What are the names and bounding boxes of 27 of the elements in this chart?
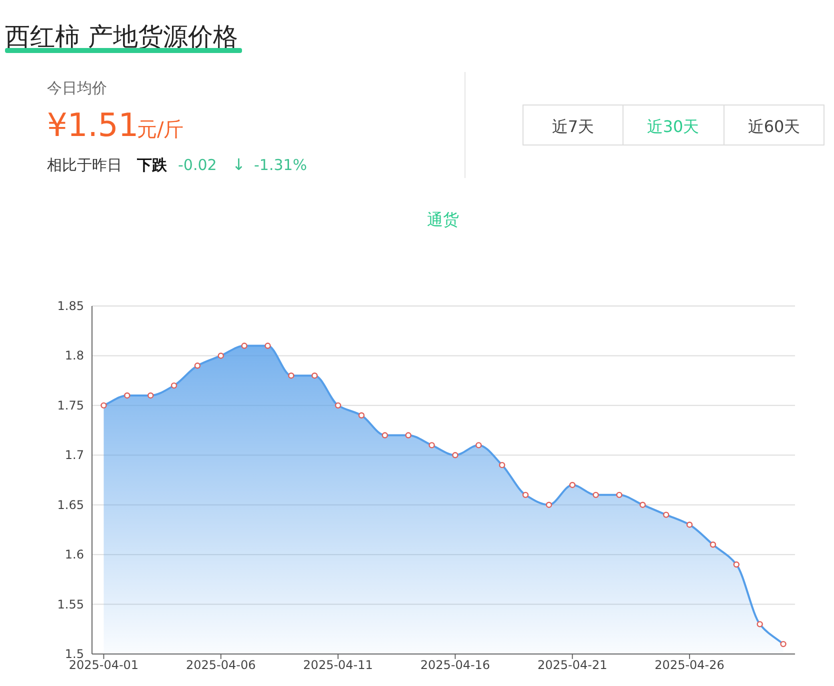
text: 下跌 — [136, 156, 168, 174]
text: ↓ — [232, 155, 246, 174]
chart-subtitle: 通货 — [427, 210, 459, 229]
y-tick-label: 1.5 — [64, 647, 84, 661]
y-tick-label: 1.8 — [64, 348, 84, 363]
x-tick-label: 2025-04-06 — [186, 658, 256, 672]
text: -0.02 — [178, 156, 217, 174]
text: 今日均价 — [47, 79, 107, 97]
y-tick-label: 1.6 — [64, 548, 84, 562]
text: 近30天 — [646, 117, 700, 136]
x-tick-label: 2025-04-26 — [654, 658, 724, 672]
text: -1.31% — [254, 156, 308, 174]
text: ¥1.51 — [47, 106, 139, 144]
text: 近60天 — [748, 117, 800, 136]
y-tick-label: 1.75 — [57, 398, 84, 412]
x-tick-label: 2025-04-16 — [420, 658, 490, 672]
y-tick-label: 1.65 — [57, 498, 84, 512]
chart-title: 西红柿 产地货源价格 — [5, 22, 238, 51]
x-tick-label: 2025-04-21 — [538, 658, 608, 672]
text: 元/斤 — [137, 117, 184, 141]
y-tick-label: 1.55 — [57, 597, 84, 612]
text: 相比于昨日 — [47, 156, 122, 174]
y-tick-label: 1.85 — [57, 299, 84, 313]
x-tick-label: 2025-04-11 — [303, 658, 373, 672]
y-tick-label: 1.7 — [64, 448, 84, 462]
text: 近7天 — [552, 117, 594, 136]
x-tick-label: 2025-04-01 — [68, 658, 139, 672]
